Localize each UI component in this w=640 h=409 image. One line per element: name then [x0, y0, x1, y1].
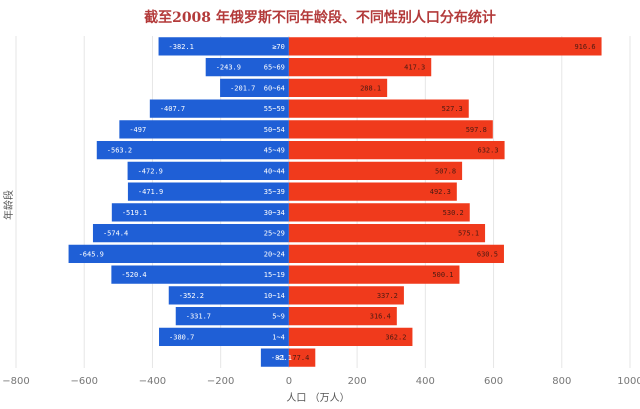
x-axis-label: 人口 （万人） — [286, 392, 349, 404]
bar-labels: -382.1 916.6 ≥70 -243.9 417.3 65~69 -201.7 288.… — [79, 43, 596, 362]
x-tick-label: −200 — [207, 376, 234, 387]
bar-label-female: 417.3 — [404, 64, 425, 72]
bar-label-male: -645.9 — [79, 250, 104, 258]
bar-label-male: -472.9 — [138, 167, 163, 175]
bar-label-female: 316.4 — [370, 313, 391, 321]
category-label: 25~29 — [264, 230, 285, 238]
category-label: ≥70 — [272, 43, 285, 51]
bar-male — [205, 57, 289, 77]
bar-male — [159, 327, 289, 347]
category-label: 45~49 — [264, 147, 285, 155]
bar-label-male: -331.7 — [186, 313, 211, 321]
bar-female — [288, 306, 397, 326]
bar-label-male: -563.2 — [107, 147, 132, 155]
x-tick-label: −800 — [2, 376, 29, 387]
bar-male — [92, 223, 289, 243]
bar-label-female: 575.1 — [458, 230, 479, 238]
bar-female — [288, 223, 486, 243]
bar-female — [288, 203, 470, 222]
category-label: 15~19 — [264, 271, 285, 279]
bar-label-male: -497 — [129, 126, 146, 134]
category-label: 10~14 — [264, 292, 285, 300]
bar-female — [288, 78, 388, 98]
category-label: 5~9 — [272, 313, 285, 321]
bar-female — [288, 265, 460, 284]
x-tick-label: 1000 — [617, 376, 640, 387]
category-label: 30~34 — [264, 209, 285, 217]
bar-label-female: 527.3 — [442, 105, 463, 113]
bar-male — [168, 286, 289, 305]
x-tick-label: −400 — [139, 376, 166, 387]
bar-male — [111, 203, 289, 222]
bar-label-male: -407.7 — [160, 105, 185, 113]
bar-female — [288, 286, 404, 305]
x-tick-label: 800 — [552, 376, 571, 387]
bar-label-female: 530.2 — [443, 209, 464, 217]
bar-label-female: 362.2 — [385, 333, 406, 341]
bar-male — [175, 306, 289, 326]
x-tick-labels: −800 −600 −400 −200 0 200 400 600 800 1000 — [2, 376, 640, 387]
category-label: 60~64 — [264, 84, 285, 92]
bar-female — [288, 140, 505, 160]
bar-male — [158, 37, 289, 56]
bar-label-male: -201.7 — [230, 84, 255, 92]
bar-male — [220, 78, 289, 98]
x-tick-label: −600 — [70, 376, 97, 387]
bar-label-male: -82.1 — [271, 354, 292, 362]
bar-female — [288, 99, 469, 118]
bar-label-male: -574.4 — [103, 230, 128, 238]
bar-label-female: 597.8 — [466, 126, 487, 134]
bar-label-female: 507.8 — [435, 167, 456, 175]
bar-label-female: 337.2 — [377, 292, 398, 300]
bar-male — [260, 348, 289, 367]
category-label: 65~69 — [264, 64, 285, 72]
bar-male — [119, 120, 289, 139]
chart-title: 截至2008 年俄罗斯不同年龄段、不同性别人口分布统计 — [144, 9, 496, 26]
bar-label-male: -243.9 — [216, 64, 241, 72]
bar-female — [288, 348, 316, 367]
bar-male — [68, 244, 289, 264]
bar-male — [111, 265, 289, 284]
bar-female — [288, 182, 457, 201]
category-label: 40~44 — [264, 167, 285, 175]
category-label: 20~24 — [264, 250, 285, 258]
bar-female — [288, 57, 432, 77]
bar-label-female: 630.5 — [477, 250, 498, 258]
category-label: 50~54 — [264, 126, 285, 134]
x-tick-label: 200 — [348, 376, 367, 387]
bar-label-female: 77.4 — [292, 354, 309, 362]
bar-male — [127, 161, 289, 181]
bar-label-female: 632.3 — [477, 147, 498, 155]
bar-female — [288, 120, 493, 139]
bar-label-female: 492.3 — [430, 188, 451, 196]
category-label: 35~39 — [264, 188, 285, 196]
bar-label-female: 500.1 — [432, 271, 453, 279]
bar-label-male: -520.4 — [121, 271, 146, 279]
bar-female — [288, 37, 602, 56]
bar-female — [288, 327, 413, 347]
bar-label-male: -352.2 — [179, 292, 204, 300]
bar-female — [288, 161, 463, 181]
bars — [68, 37, 602, 367]
bar-label-male: -380.7 — [169, 333, 194, 341]
bar-male — [149, 99, 289, 118]
x-tick-label: 400 — [416, 376, 435, 387]
bar-label-female: 288.1 — [360, 84, 381, 92]
category-label: 1~4 — [272, 333, 285, 341]
bar-female — [288, 244, 504, 264]
category-label: <1 — [276, 354, 284, 362]
x-tick-label: 0 — [286, 376, 292, 387]
bar-label-female: 916.6 — [574, 43, 595, 51]
x-tick-label: 600 — [484, 376, 503, 387]
bar-label-male: -382.1 — [169, 43, 194, 51]
bar-label-male: -471.9 — [138, 188, 163, 196]
bar-male — [96, 140, 289, 160]
bar-label-male: -519.1 — [122, 209, 147, 217]
bar-male — [127, 182, 289, 201]
category-label: 55~59 — [264, 105, 285, 113]
y-axis-label: 年龄段 — [2, 190, 15, 220]
